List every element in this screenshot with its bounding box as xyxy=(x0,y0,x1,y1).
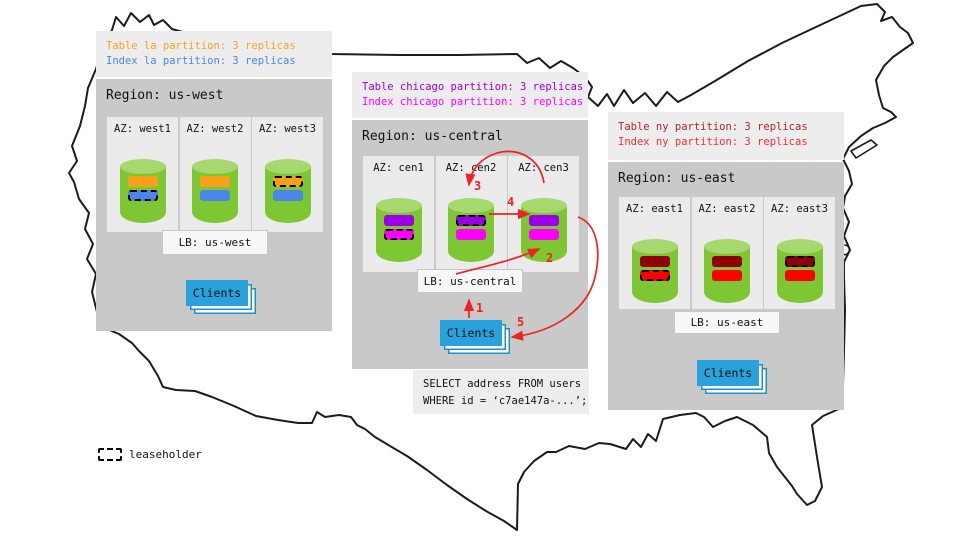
clients-stack-us-central: Clients xyxy=(440,320,502,346)
az-label: AZ: cen1 xyxy=(373,162,424,174)
az-row: AZ: east1 AZ: east2 xyxy=(619,197,835,309)
table-partition-note: Table la partition: 3 replicas xyxy=(106,40,296,52)
db-node-cylinder xyxy=(264,159,311,223)
region-column-us-east: Table ny partition: 3 replicas Index ny … xyxy=(608,112,844,410)
region-title: Region: us-west xyxy=(106,88,224,103)
table-replica-stripe xyxy=(712,256,742,267)
db-node-cylinder xyxy=(119,159,166,223)
index-replica-stripe xyxy=(200,190,230,201)
clients-stack-us-west: Clients xyxy=(186,280,248,306)
db-node-cylinder xyxy=(631,239,678,303)
clients-stack-us-east: Clients xyxy=(697,360,759,386)
partition-annotation-us-west: Table la partition: 3 replicas Index la … xyxy=(96,31,332,77)
region-box-us-west: Region: us-west AZ: west1 AZ: west2 xyxy=(96,79,332,331)
sql-query-box: SELECT address FROM users WHERE id = ‘c7… xyxy=(413,370,589,414)
table-replica-stripe xyxy=(272,176,303,187)
az-box-west3: AZ: west3 xyxy=(252,117,323,232)
table-replica-stripe xyxy=(383,215,414,226)
table-replica-stripe xyxy=(127,176,158,187)
index-replica-stripe xyxy=(456,229,486,240)
load-balancer-us-west: LB: us-west xyxy=(162,230,268,255)
region-box-us-central: Region: us-central AZ: cen1 AZ: cen2 xyxy=(352,120,588,369)
db-node-cylinder xyxy=(375,198,422,262)
az-row: AZ: cen1 AZ: cen2 xyxy=(363,156,579,272)
leaseholder-legend-label: leaseholder xyxy=(129,448,202,461)
az-box-east3: AZ: east3 xyxy=(764,197,835,309)
az-box-cen1: AZ: cen1 xyxy=(363,156,434,272)
long-island-outline xyxy=(850,139,878,159)
table-partition-note: Table ny partition: 3 replicas xyxy=(618,121,808,133)
leaseholder-legend: leaseholder xyxy=(98,448,202,461)
az-row: AZ: west1 AZ: west2 xyxy=(107,117,323,232)
leaseholder-swatch-icon xyxy=(98,448,122,461)
az-box-cen3: AZ: cen3 xyxy=(508,156,579,272)
index-partition-note: Index chicago partition: 3 replicas xyxy=(362,96,584,108)
region-box-us-east: Region: us-east AZ: east1 AZ: east2 xyxy=(608,162,844,410)
load-balancer-us-central: LB: us-central xyxy=(417,269,523,293)
db-node-cylinder xyxy=(192,159,238,223)
db-node-cylinder xyxy=(776,239,823,303)
load-balancer-us-east: LB: us-east xyxy=(674,311,780,334)
index-replica-stripe xyxy=(383,229,414,240)
table-replica-stripe xyxy=(456,215,486,226)
index-replica-stripe xyxy=(127,190,158,201)
index-replica-stripe xyxy=(272,190,303,201)
db-node-cylinder xyxy=(520,198,567,262)
az-label: AZ: east3 xyxy=(771,203,828,215)
index-replica-stripe xyxy=(528,229,559,240)
az-box-west1: AZ: west1 xyxy=(107,117,178,232)
az-label: AZ: west1 xyxy=(114,123,171,135)
az-label: AZ: west3 xyxy=(259,123,316,135)
index-partition-note: Index la partition: 3 replicas xyxy=(106,55,296,67)
db-node-cylinder xyxy=(448,198,494,262)
sql-line-1: SELECT address FROM users xyxy=(423,378,582,390)
region-title: Region: us-central xyxy=(362,129,503,144)
region-title: Region: us-east xyxy=(618,171,736,186)
index-partition-note: Index ny partition: 3 replicas xyxy=(618,136,808,148)
table-replica-stripe xyxy=(200,176,230,187)
table-partition-note: Table chicago partition: 3 replicas xyxy=(362,81,584,93)
az-label: AZ: west2 xyxy=(186,123,244,135)
az-box-west2: AZ: west2 xyxy=(179,117,251,232)
index-replica-stripe xyxy=(639,270,670,281)
az-box-cen2: AZ: cen2 xyxy=(435,156,507,272)
index-replica-stripe xyxy=(784,270,815,281)
sql-line-2: WHERE id = ‘c7ae147a-...’; xyxy=(423,395,588,407)
az-label: AZ: cen2 xyxy=(445,162,497,174)
az-box-east2: AZ: east2 xyxy=(691,197,763,309)
index-replica-stripe xyxy=(712,270,742,281)
az-label: AZ: east1 xyxy=(626,203,683,215)
az-label: AZ: east2 xyxy=(698,203,756,215)
table-replica-stripe xyxy=(528,215,559,226)
az-box-east1: AZ: east1 xyxy=(619,197,690,309)
db-node-cylinder xyxy=(704,239,750,303)
region-column-us-central: Table chicago partition: 3 replicas Inde… xyxy=(352,72,589,422)
region-column-us-west: Table la partition: 3 replicas Index la … xyxy=(96,31,332,331)
table-replica-stripe xyxy=(639,256,670,267)
partition-annotation-us-east: Table ny partition: 3 replicas Index ny … xyxy=(608,112,844,160)
az-label: AZ: cen3 xyxy=(518,162,569,174)
partition-annotation-us-central: Table chicago partition: 3 replicas Inde… xyxy=(352,72,588,118)
table-replica-stripe xyxy=(784,256,815,267)
